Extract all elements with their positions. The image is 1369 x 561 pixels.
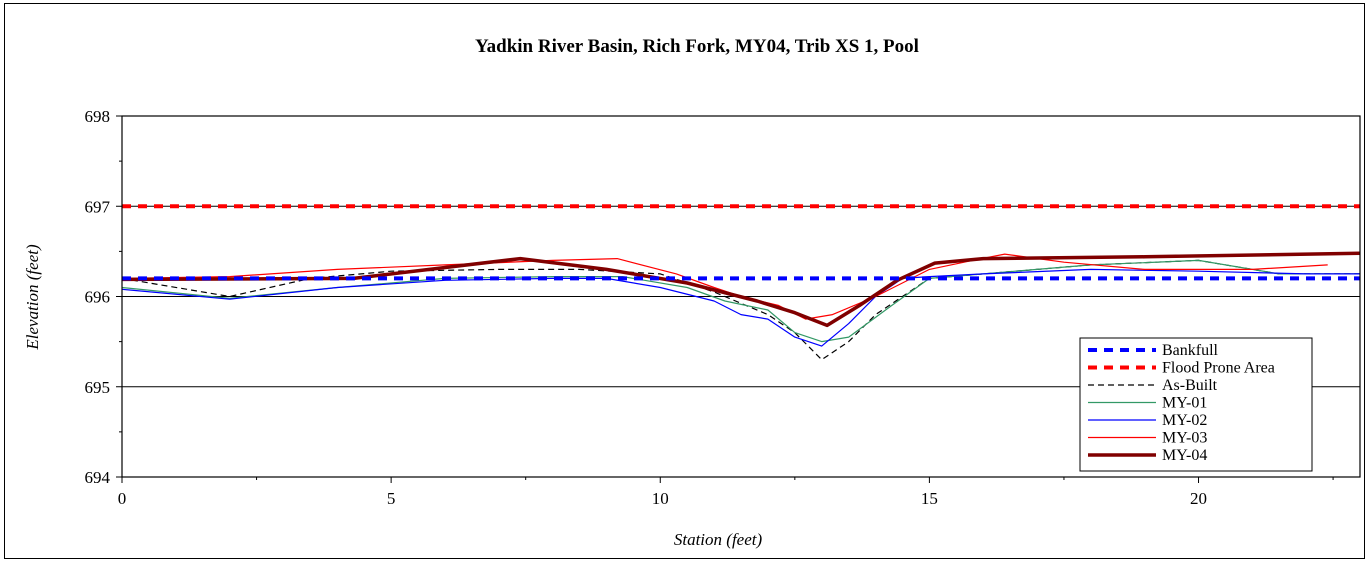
- legend-label: MY-01: [1162, 395, 1207, 412]
- y-axis-label: Elevation (feet): [23, 244, 42, 351]
- x-tick-label: 20: [1190, 489, 1207, 508]
- legend-label: Bankfull: [1162, 342, 1219, 359]
- x-axis: 0 5 10 15 20: [118, 477, 1334, 508]
- legend-label: As-Built: [1162, 377, 1218, 394]
- legend-label: MY-03: [1162, 430, 1207, 447]
- chart-title: Yadkin River Basin, Rich Fork, MY04, Tri…: [475, 36, 919, 57]
- y-tick-label: 695: [85, 378, 111, 397]
- legend-label: MY-02: [1162, 412, 1207, 429]
- series-layer: [121, 204, 1361, 361]
- series-line-my-04: [121, 251, 1361, 328]
- x-tick-label: 0: [118, 489, 127, 508]
- x-tick-label: 5: [387, 489, 396, 508]
- y-tick-label: 697: [85, 197, 111, 216]
- series-line-my-03: [121, 253, 1328, 320]
- y-axis: 694 695 696 697 698: [85, 107, 122, 487]
- series-line-my-02: [121, 268, 1360, 347]
- legend-label: Flood Prone Area: [1162, 360, 1275, 377]
- x-axis-label: Station (feet): [674, 530, 763, 549]
- legend-box: [1079, 337, 1313, 472]
- x-tick-label: 15: [921, 489, 938, 508]
- legend-label: MY-04: [1162, 447, 1207, 464]
- x-tick-label: 10: [652, 489, 669, 508]
- y-tick-label: 696: [85, 288, 111, 307]
- series-line-my-01: [121, 259, 1360, 343]
- y-tick-label: 698: [85, 107, 111, 126]
- y-tick-label: 694: [85, 468, 111, 487]
